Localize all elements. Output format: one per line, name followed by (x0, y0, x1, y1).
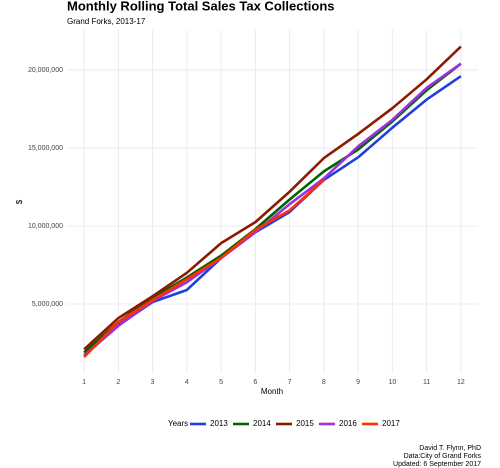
y-tick-label: 15,000,000 (28, 145, 63, 152)
series-line (83, 45, 462, 351)
legend-label: 2013 (210, 419, 228, 428)
series-line (83, 62, 462, 357)
y-tick-label: 10,000,000 (28, 223, 63, 230)
x-tick-label: 6 (253, 379, 257, 386)
y-tick-label: 20,000,000 (28, 67, 63, 74)
legend-label: 2014 (253, 419, 271, 428)
x-tick-label: 11 (423, 379, 430, 386)
x-axis-label: Month (261, 387, 283, 396)
x-tick-label: 1 (82, 379, 86, 386)
legend-label: 2015 (296, 419, 314, 428)
y-tick-label: 5,000,000 (32, 301, 63, 308)
x-tick-label: 8 (322, 379, 326, 386)
series-line (83, 178, 325, 358)
x-tick-label: 4 (185, 379, 189, 386)
caption: Updated: 6 September 2017 (393, 461, 481, 468)
y-axis-label: $ (15, 199, 24, 204)
x-tick-label: 10 (388, 379, 396, 386)
x-tick-label: 12 (457, 379, 465, 386)
chart-title: Monthly Rolling Total Sales Tax Collecti… (67, 0, 335, 13)
x-tick-label: 2 (116, 379, 120, 386)
x-tick-label: 9 (356, 379, 360, 386)
caption: David T. Flynn, PhD (419, 445, 481, 452)
legend-label: 2016 (339, 419, 357, 428)
legend-title: Years (168, 419, 188, 428)
x-tick-label: 5 (219, 379, 223, 386)
chart-subtitle: Grand Forks, 2013-17 (67, 17, 146, 26)
legend-label: 2017 (382, 419, 400, 428)
x-tick-label: 3 (151, 379, 155, 386)
x-tick-label: 7 (288, 379, 292, 386)
caption: Data:City of Grand Forks (404, 453, 482, 460)
